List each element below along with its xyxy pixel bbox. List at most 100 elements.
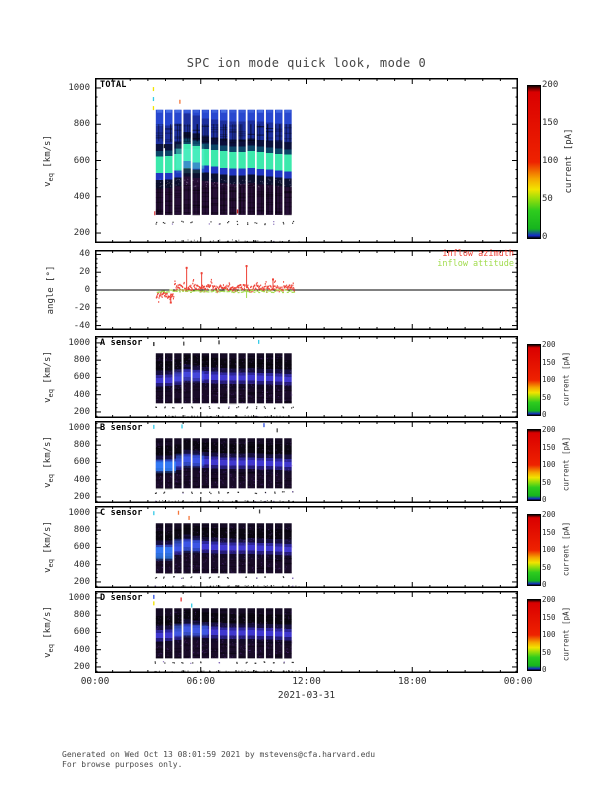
colorbar-unit-label: current [pA] [561,606,571,662]
colorbar-tick-label: 50 [542,392,552,402]
y-tick-label: 1000 [68,507,90,518]
colorbar-tick-label: 150 [542,357,556,367]
y-tick-label: 40 [79,249,90,260]
y-tick-label: 200 [73,576,90,587]
colorbar-tick-label: 150 [542,527,556,537]
y-axis-label: angle [°] [46,265,56,315]
footer-browse-line: For browse purposes only. [62,759,183,769]
colorbar-tick-label: 100 [542,375,556,384]
y-tick-label: 1000 [68,82,90,93]
y-tick-label: 600 [73,627,90,638]
y-tick-label: -20 [73,302,90,313]
a-sensor-spectrogram-canvas [95,336,518,418]
x-tick-label: 18:00 [397,676,427,687]
colorbar-tick-label: 150 [542,612,556,622]
x-tick-label: 12:00 [292,676,321,687]
y-tick-label: 800 [73,610,90,621]
y-tick-label: 400 [73,644,90,655]
colorbar-b [527,429,541,501]
colorbar-tick-label: 100 [542,630,556,639]
colorbar-unit-label: current [pA] [564,128,574,194]
c-sensor-spectrogram-canvas [95,506,518,588]
y-tick-label: 1000 [68,592,90,603]
colorbar-tick-label: 50 [542,647,552,657]
y-axis-label: veq [km/s] [43,134,55,187]
y-axis-label: veq [km/s] [43,606,55,658]
y-axis-label: veq [km/s] [43,521,55,573]
colorbar-tick-label: 0 [542,232,548,242]
panel-total-spectrogram: TOTAL [95,78,518,243]
y-tick-label: 0 [84,285,90,295]
y-tick-label: 600 [73,155,90,166]
colorbar-total [527,85,541,239]
y-tick-label: 400 [73,559,90,570]
colorbar-tick-label: 100 [542,545,556,554]
y-tick-label: 400 [73,191,90,202]
colorbar-tick-label: 200 [542,340,556,349]
page-title: SPC ion mode quick look, mode 0 [186,56,427,70]
colorbar-tick-label: 0 [542,665,547,674]
y-axis-label: veq [km/s] [43,351,55,403]
colorbar-tick-label: 50 [542,477,552,487]
angle-plot-canvas [95,250,518,330]
panel-b-sensor: B sensor [95,421,518,503]
y-tick-label: 800 [73,525,90,536]
y-tick-label: 20 [79,267,90,278]
y-tick-label: 1000 [68,422,90,433]
colorbar-tick-label: 200 [542,595,556,604]
legend-inflow-attitude: inflow attitude [437,258,514,269]
legend-inflow-azimuth: inflow azimuth [442,249,514,259]
colorbar-tick-label: 50 [542,562,552,572]
y-axis-label: veq [km/s] [43,436,55,488]
colorbar-tick-label: 150 [542,442,556,452]
footer: Generated on Wed Oct 13 08:01:59 2021 by… [62,750,375,769]
y-tick-label: -40 [73,320,90,331]
panel-label-total: TOTAL [100,80,127,90]
y-tick-label: 800 [73,440,90,451]
colorbar-tick-label: 100 [542,156,559,166]
y-tick-label: 400 [73,474,90,485]
colorbar-tick-label: 100 [542,460,556,469]
colorbar-tick-label: 0 [542,580,547,589]
panel-a-sensor: A sensor [95,336,518,418]
x-tick-label: 06:00 [186,676,216,687]
colorbar-tick-label: 200 [542,510,556,519]
colorbar-tick-label: 200 [542,80,559,90]
panel-inflow-angle: inflow azimuth inflow attitude [95,249,518,330]
y-tick-label: 200 [73,661,90,672]
angle-legend: inflow azimuth inflow attitude [437,249,514,269]
y-tick-label: 200 [73,228,90,239]
panel-label-c-sensor: C sensor [100,508,143,518]
y-tick-label: 800 [73,355,90,366]
total-spectrogram-canvas [95,78,518,243]
x-tick-label: 00:00 [80,676,110,687]
colorbar-tick-label: 0 [542,410,547,419]
panel-label-b-sensor: B sensor [100,423,143,433]
y-tick-label: 200 [73,406,90,417]
colorbar-unit-label: current [pA] [561,521,571,577]
colorbar-d [527,599,541,671]
colorbar-unit-label: current [pA] [561,436,571,492]
colorbar-unit-label: current [pA] [561,351,571,407]
colorbar-tick-label: 200 [542,425,556,434]
y-tick-label: 600 [73,542,90,553]
x-tick-label: 00:00 [503,676,533,687]
y-tick-label: 800 [73,119,90,130]
y-tick-label: 1000 [68,337,90,348]
footer-generated-line: Generated on Wed Oct 13 08:01:59 2021 by… [62,750,376,759]
colorbar-tick-label: 50 [542,194,553,204]
y-tick-label: 200 [73,491,90,502]
colorbar-tick-label: 150 [542,118,559,128]
panel-c-sensor: C sensor [95,506,518,588]
b-sensor-spectrogram-canvas [95,421,518,503]
colorbar-tick-label: 0 [542,495,547,504]
panel-label-a-sensor: A sensor [100,338,143,348]
colorbar-c [527,514,541,586]
y-tick-label: 600 [73,372,90,383]
panel-label-d-sensor: D sensor [100,593,143,603]
d-sensor-spectrogram-canvas [95,591,518,673]
panel-d-sensor: D sensor [95,591,518,673]
colorbar-a [527,344,541,416]
y-tick-label: 600 [73,457,90,468]
